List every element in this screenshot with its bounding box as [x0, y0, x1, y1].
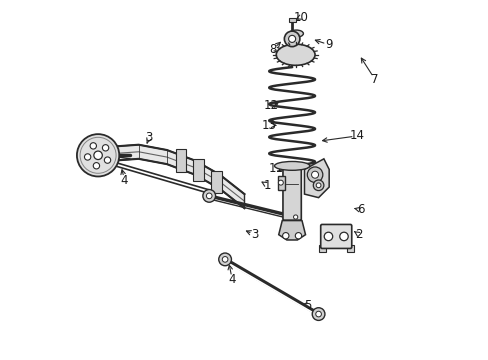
Bar: [193, 159, 203, 181]
Circle shape: [295, 233, 301, 239]
Ellipse shape: [289, 30, 303, 37]
Text: 13: 13: [261, 119, 276, 132]
Circle shape: [84, 154, 91, 160]
Text: 1: 1: [263, 179, 271, 192]
Circle shape: [206, 193, 212, 199]
Text: 3: 3: [145, 131, 153, 144]
Circle shape: [93, 163, 100, 169]
Bar: [278, 176, 285, 190]
Bar: [175, 149, 186, 172]
Circle shape: [288, 35, 295, 42]
Circle shape: [104, 157, 110, 163]
Circle shape: [312, 308, 324, 320]
Text: 8: 8: [268, 43, 276, 56]
Circle shape: [282, 233, 288, 239]
Bar: [318, 245, 325, 252]
Polygon shape: [96, 145, 244, 208]
Text: 6: 6: [356, 203, 364, 216]
Circle shape: [316, 183, 320, 188]
Text: 4: 4: [228, 273, 235, 286]
Circle shape: [218, 253, 231, 266]
Circle shape: [102, 145, 108, 151]
Circle shape: [222, 257, 227, 262]
FancyBboxPatch shape: [320, 224, 351, 248]
Circle shape: [284, 31, 299, 47]
Circle shape: [306, 167, 322, 183]
Circle shape: [339, 232, 347, 241]
Ellipse shape: [274, 162, 309, 170]
Polygon shape: [278, 221, 305, 240]
Circle shape: [311, 171, 318, 178]
Bar: [210, 171, 221, 193]
Text: 14: 14: [349, 129, 364, 143]
Bar: [288, 18, 295, 22]
Circle shape: [324, 232, 332, 241]
Circle shape: [313, 180, 323, 190]
Circle shape: [90, 143, 96, 149]
Text: 4: 4: [121, 174, 128, 186]
Text: 9: 9: [325, 39, 332, 51]
Text: 3: 3: [251, 228, 258, 241]
Circle shape: [203, 189, 215, 202]
Circle shape: [77, 134, 119, 176]
FancyBboxPatch shape: [283, 165, 301, 220]
Text: 10: 10: [293, 10, 308, 23]
Polygon shape: [304, 159, 328, 198]
Text: 11: 11: [268, 162, 283, 175]
Text: 2: 2: [355, 228, 362, 241]
Text: 5: 5: [304, 299, 311, 312]
Ellipse shape: [276, 44, 314, 66]
Circle shape: [290, 212, 300, 222]
Circle shape: [278, 180, 283, 185]
Circle shape: [94, 151, 102, 159]
Circle shape: [293, 215, 297, 219]
Text: 12: 12: [263, 99, 278, 112]
Bar: [346, 245, 353, 252]
Circle shape: [315, 311, 321, 317]
Text: 7: 7: [370, 73, 378, 86]
